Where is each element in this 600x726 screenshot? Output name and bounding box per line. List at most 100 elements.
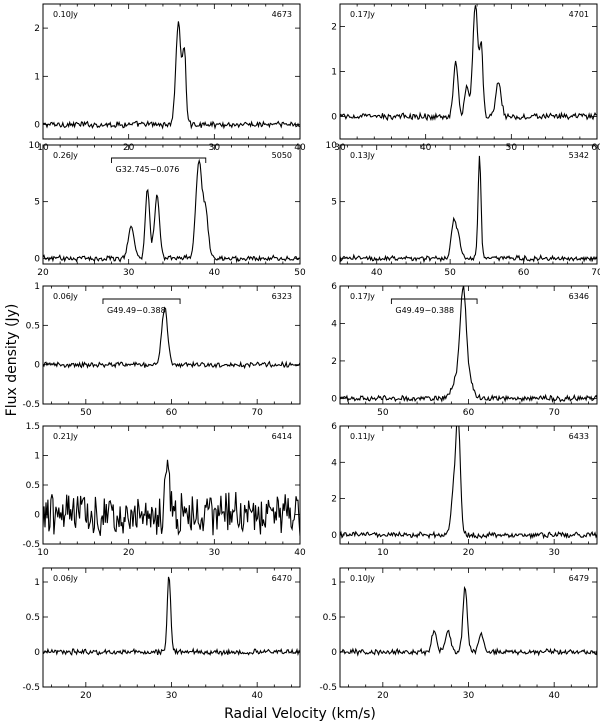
- y-tick-label: 2: [34, 24, 40, 34]
- x-tick-label: 30: [209, 548, 221, 558]
- spectrum-6414: [43, 459, 300, 537]
- panel-6346: 50 60 70 0 2 4 6 0.17Jy 6346 G49.49−0.388: [331, 282, 598, 418]
- x-tick-label: 70: [591, 268, 600, 278]
- y-tick-label: 10: [29, 141, 41, 151]
- noise-label: 0.13Jy: [350, 151, 375, 160]
- x-tick-label: 30: [463, 691, 475, 701]
- frame-6414: [42, 425, 301, 545]
- panel-id: 4673: [272, 10, 292, 19]
- source-label: G49.49−0.388: [107, 306, 166, 315]
- y-tick-label: 10: [326, 141, 338, 151]
- y-tick-label: 6: [331, 282, 337, 292]
- y-tick-label: 0: [34, 254, 40, 264]
- y-tick-label: 0.5: [26, 613, 40, 623]
- y-tick-label: 5: [34, 198, 40, 208]
- x-tick-label: 40: [209, 268, 221, 278]
- x-tick-label: 70: [251, 408, 263, 418]
- panel-id: 6414: [272, 432, 292, 441]
- y-tick-label: -0.5: [22, 683, 40, 693]
- y-axis-label: Flux density (Jy): [4, 304, 20, 417]
- y-tick-label: 0.5: [26, 321, 40, 331]
- x-tick-label: 20: [377, 691, 389, 701]
- x-axis-label: Radial Velocity (km/s): [224, 706, 376, 722]
- y-tick-label: 0: [34, 121, 40, 131]
- x-tick-label: 70: [548, 408, 560, 418]
- source-label: G32.745−0.076: [116, 165, 180, 174]
- x-tick-label: 40: [548, 691, 560, 701]
- y-tick-label: 2: [331, 495, 337, 505]
- spectrum-5050: [43, 158, 300, 264]
- panel-id: 5050: [272, 151, 292, 160]
- frame-6346: [339, 285, 598, 405]
- noise-label: 0.26Jy: [53, 151, 78, 160]
- y-tick-label: 0.5: [26, 481, 40, 491]
- x-tick-label: 50: [294, 268, 306, 278]
- source-bracket: [102, 298, 181, 304]
- source-bracket: [390, 298, 478, 304]
- y-tick-label: -0.5: [22, 540, 40, 550]
- panel-5342: 40 50 60 70 0 5 10 0.13Jy 5342: [326, 141, 600, 278]
- spectrum-6470: [43, 576, 300, 657]
- y-tick-label: 4: [331, 319, 337, 329]
- noise-label: 0.17Jy: [350, 292, 375, 301]
- spectrum-6346: [340, 286, 597, 404]
- y-tick-label: -0.5: [22, 400, 40, 410]
- y-tick-label: -0.5: [319, 683, 337, 693]
- panel-id: 6470: [272, 574, 292, 583]
- x-tick-label: 60: [518, 268, 530, 278]
- noise-label: 0.11Jy: [350, 432, 375, 441]
- y-tick-label: 0: [331, 254, 337, 264]
- spectrum-6433: [340, 426, 597, 540]
- x-tick-label: 40: [251, 691, 263, 701]
- panel-id: 5342: [569, 151, 589, 160]
- y-tick-label: 1: [331, 578, 337, 588]
- x-tick-label: 50: [80, 408, 92, 418]
- y-tick-label: 2: [331, 357, 337, 367]
- x-tick-label: 10: [37, 548, 49, 558]
- y-tick-label: 0: [34, 361, 40, 371]
- y-tick-label: 0: [331, 648, 337, 658]
- y-tick-label: 0: [331, 394, 337, 404]
- x-tick-label: 50: [506, 143, 518, 153]
- x-tick-label: 60: [166, 408, 178, 418]
- frame-6433: [339, 425, 598, 545]
- panel-6470: 20 30 40 -0.5 0 0.5 1 0.06Jy 6470: [22, 567, 301, 701]
- y-tick-label: 2: [331, 23, 337, 33]
- noise-label: 0.06Jy: [53, 574, 78, 583]
- x-tick-label: 30: [166, 691, 178, 701]
- x-tick-label: 30: [123, 268, 135, 278]
- y-tick-label: 1: [34, 72, 40, 82]
- x-tick-label: 20: [463, 548, 475, 558]
- x-tick-label: 20: [123, 548, 135, 558]
- panel-6323: 50 60 70 -0.5 0 0.5 1 0.06Jy 6323 G49.49−0.388: [22, 282, 301, 418]
- noise-label: 0.10Jy: [350, 574, 375, 583]
- panel-id: 6323: [272, 292, 292, 301]
- y-tick-label: 0: [331, 113, 337, 123]
- frame-4701: [339, 3, 598, 140]
- y-tick-label: 0: [34, 511, 40, 521]
- spectrum-5342: [340, 155, 597, 264]
- x-tick-label: 60: [463, 408, 475, 418]
- panel-6479: 20 30 40 -0.5 0 0.5 1 0.10Jy 6479: [319, 567, 598, 701]
- noise-label: 0.17Jy: [350, 10, 375, 19]
- y-tick-label: 0.5: [323, 613, 337, 623]
- y-tick-label: 1.5: [26, 422, 40, 432]
- x-tick-label: 20: [37, 268, 49, 278]
- y-tick-label: 5: [331, 198, 337, 208]
- noise-label: 0.06Jy: [53, 292, 78, 301]
- y-tick-label: 1: [34, 282, 40, 292]
- y-tick-label: 0: [331, 531, 337, 541]
- noise-label: 0.10Jy: [53, 10, 78, 19]
- panel-6433: 10 20 30 0 2 4 6 0.11Jy 6433: [331, 422, 598, 558]
- x-tick-label: 40: [294, 548, 306, 558]
- spectrum-4701: [340, 5, 597, 122]
- frame-4673: [42, 3, 301, 140]
- noise-label: 0.21Jy: [53, 432, 78, 441]
- x-tick-label: 20: [80, 691, 92, 701]
- panel-id: 6433: [569, 432, 589, 441]
- source-label: G49.49−0.388: [395, 306, 454, 315]
